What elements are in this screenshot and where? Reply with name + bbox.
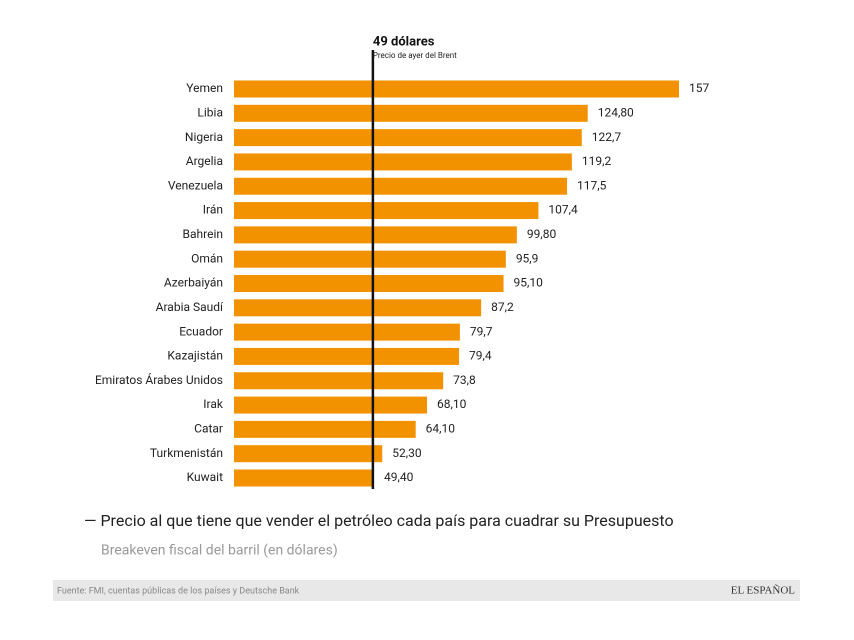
value-label: 124,80 (598, 105, 634, 119)
value-label: 119,2 (582, 154, 612, 168)
bar (234, 177, 568, 195)
category-label: Azerbaiyán (164, 276, 223, 290)
value-label: 87,2 (491, 300, 514, 314)
category-label: Irak (203, 397, 224, 411)
reference-sublabel: Precio de ayer del Brent (373, 51, 457, 60)
value-label: 79,7 (470, 324, 493, 338)
category-label: Argelia (186, 154, 223, 168)
value-label: 122,7 (592, 130, 622, 144)
category-label: Emiratos Árabes Unidos (95, 372, 223, 387)
category-label: Kazajistán (167, 349, 223, 363)
source: Fuente: FMI, cuentas públicas de los paí… (57, 586, 300, 596)
bar (234, 372, 444, 390)
bar (234, 347, 460, 365)
category-label: Catar (194, 422, 223, 436)
bar (234, 129, 582, 147)
bar (234, 396, 428, 414)
category-label: Kuwait (187, 470, 223, 484)
category-label: Arabia Saudí (156, 300, 224, 314)
category-label: Nigeria (185, 130, 223, 144)
bar (234, 202, 539, 220)
reference-label: 49 dólares (373, 34, 435, 49)
bar (234, 323, 460, 341)
chart-subtitle: Breakeven fiscal del barril (en dólares) (101, 543, 338, 559)
category-label: Irán (203, 203, 223, 217)
category-label: Ecuador (179, 324, 223, 338)
value-label: 68,10 (437, 397, 467, 411)
bar (234, 445, 383, 463)
value-label: 52,30 (392, 446, 422, 460)
value-label: 107,4 (548, 203, 578, 217)
value-label: 79,4 (469, 349, 492, 363)
category-label: Venezuela (168, 178, 223, 192)
category-label: Turkmenistán (150, 446, 223, 460)
value-label: 64,10 (426, 422, 456, 436)
bar (234, 153, 572, 171)
value-label: 157 (689, 81, 709, 95)
value-label: 95,10 (514, 276, 544, 290)
value-label: 99,80 (527, 227, 557, 241)
brand: EL ESPAÑOL (731, 585, 796, 597)
category-label: Bahrein (183, 227, 223, 241)
bar (234, 250, 506, 268)
bar (234, 226, 517, 244)
category-label: Omán (191, 251, 223, 265)
category-label: Yemen (186, 81, 223, 95)
value-label: 95,9 (516, 251, 539, 265)
bar (234, 80, 679, 98)
bar (234, 275, 504, 292)
category-label: Libia (197, 105, 223, 119)
footer-band (53, 580, 800, 601)
bar (234, 420, 416, 438)
value-label: 49,40 (384, 470, 414, 484)
bar (234, 469, 375, 487)
value-label: 117,5 (577, 178, 607, 192)
chart-title: — Precio al que tiene que vender el petr… (84, 511, 674, 530)
value-label: 73,8 (453, 373, 476, 387)
bar (234, 104, 588, 122)
bar (234, 299, 482, 317)
